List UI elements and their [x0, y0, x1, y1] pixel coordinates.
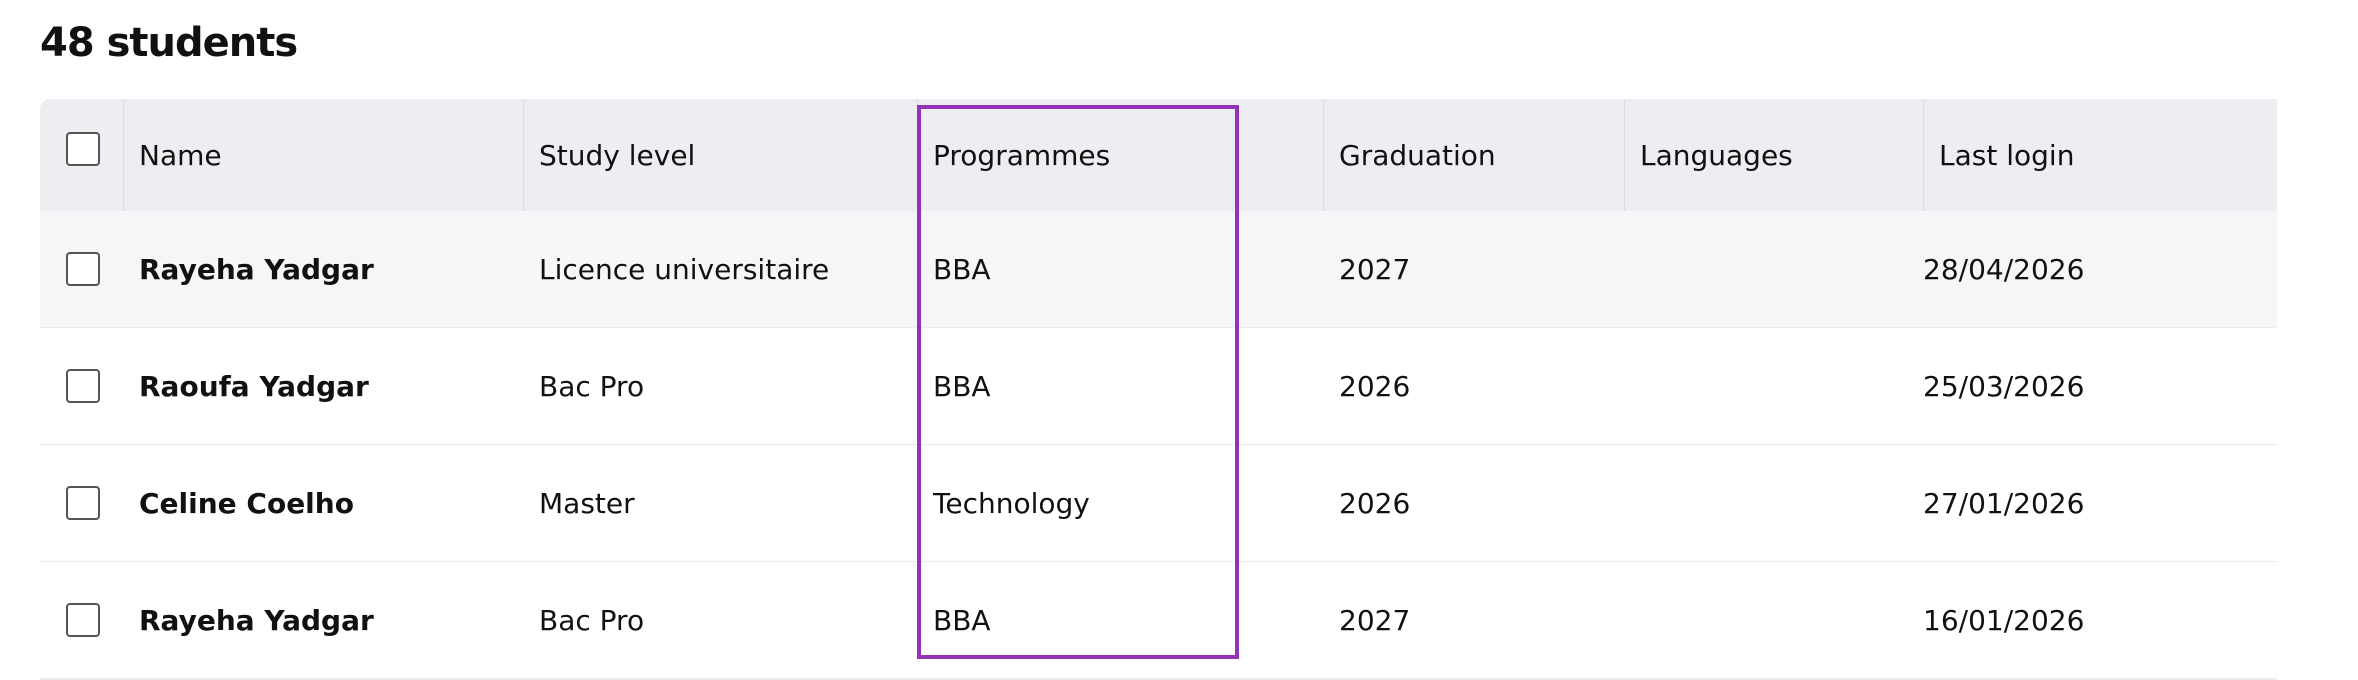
title: 48 students: [40, 20, 298, 66]
study-level: Licence universitaire: [539, 252, 830, 286]
graduation: 2027: [1339, 603, 1411, 637]
last-login: 16/01/2026: [1923, 603, 2085, 637]
column-separator: [1923, 99, 1924, 211]
column-separator: [1624, 99, 1625, 211]
study-level: Bac Pro: [539, 603, 645, 637]
column-separator: [523, 99, 524, 211]
row-checkbox[interactable]: [66, 486, 100, 520]
column-highlight: [917, 105, 1239, 659]
row-checkbox[interactable]: [66, 252, 100, 286]
name: Celine Coelho: [139, 486, 354, 520]
table-header: Name Study level Programmes Graduation Langu…: [40, 99, 2277, 211]
column-header: Graduation: [1339, 138, 1496, 172]
programme: Technology: [933, 486, 1090, 520]
programme: BBA: [933, 369, 991, 403]
table-row: Rayeha Yadgar Bac Pro BBA 2027 16/01/2026: [40, 562, 2277, 680]
column-separator: [1323, 99, 1324, 211]
column-header: Name: [139, 138, 222, 172]
study-level: Bac Pro: [539, 369, 645, 403]
programme: BBA: [933, 603, 991, 637]
last-login: 27/01/2026: [1923, 486, 2085, 520]
programme: BBA: [933, 252, 991, 286]
graduation: 2027: [1339, 252, 1411, 286]
row-checkbox[interactable]: [66, 369, 100, 403]
column-header: Study level: [539, 138, 696, 172]
graduation: 2026: [1339, 486, 1411, 520]
column-separator: [123, 99, 124, 211]
select-all-checkbox[interactable]: [66, 132, 100, 166]
row-checkbox[interactable]: [66, 603, 100, 637]
column-header: Programmes: [933, 138, 1111, 172]
name: Rayeha Yadgar: [139, 252, 374, 286]
name: Rayeha Yadgar: [139, 603, 374, 637]
table-row: Raoufa Yadgar Bac Pro BBA 2026 25/03/2026: [40, 328, 2277, 446]
column-header: Last login: [1939, 138, 2075, 172]
graduation: 2026: [1339, 369, 1411, 403]
study-level: Master: [539, 486, 635, 520]
column-header: Languages: [1640, 138, 1793, 172]
last-login: 25/03/2026: [1923, 369, 2085, 403]
last-login: 28/04/2026: [1923, 252, 2085, 286]
name: Raoufa Yadgar: [139, 369, 369, 403]
table-row: Celine Coelho Master Technology 2026 27/01/2…: [40, 445, 2277, 563]
